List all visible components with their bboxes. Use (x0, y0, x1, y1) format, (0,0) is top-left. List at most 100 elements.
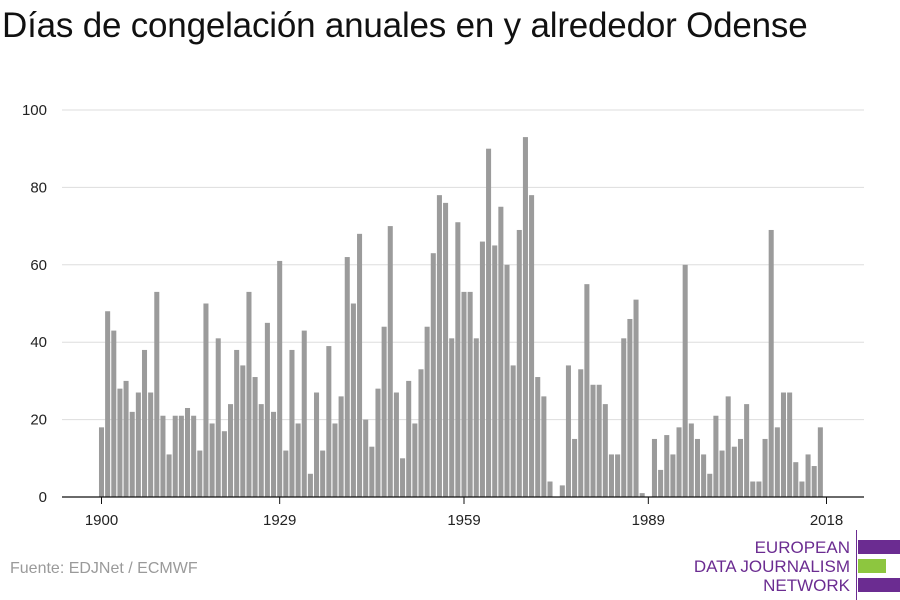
bar-1950 (406, 380, 412, 497)
bar-1978 (578, 369, 584, 497)
bar-1901 (105, 311, 111, 497)
bar-1963 (486, 148, 492, 497)
bar-1929 (277, 260, 283, 497)
bar-1926 (258, 404, 264, 497)
logo-line-1: EUROPEAN (754, 538, 850, 557)
bar-1976 (565, 365, 571, 497)
bar-1909 (154, 291, 160, 497)
bar-1924 (246, 291, 252, 497)
bar-1967 (510, 365, 516, 497)
bar-1980 (590, 384, 596, 497)
bar-1934 (307, 473, 313, 497)
source-note: Fuente: EDJNet / ECMWF (10, 560, 198, 577)
bar-1987 (633, 299, 639, 497)
y-tick-label: 40 (30, 334, 47, 351)
bar-1933 (301, 330, 307, 497)
bar-1911 (166, 454, 172, 497)
y-tick-label: 20 (30, 412, 47, 429)
chart-title: Días de congelación anuales en y alreded… (2, 6, 808, 45)
bar-1964 (492, 245, 498, 497)
bar-1960 (467, 291, 473, 497)
bar-1906 (135, 392, 141, 497)
bar-1957 (449, 338, 455, 497)
bar-1927 (264, 322, 270, 497)
bar-1977 (572, 438, 578, 497)
bar-1922 (234, 349, 240, 497)
bar-1948 (393, 392, 399, 497)
bar-1953 (424, 326, 430, 497)
bar-2016 (811, 466, 817, 497)
x-tick-label: 2018 (810, 512, 843, 529)
bar-2006 (750, 481, 756, 497)
bar-2009 (768, 229, 774, 497)
x-tick-label: 1900 (85, 512, 118, 529)
bar-2012 (787, 392, 793, 497)
bar-1998 (701, 454, 707, 497)
bar-1900 (98, 427, 105, 497)
bar-1946 (381, 326, 387, 497)
bar-1971 (535, 377, 541, 497)
bar-1986 (627, 318, 633, 497)
bar-1903 (117, 388, 123, 497)
bar-1949 (400, 458, 406, 497)
bar-1961 (473, 338, 479, 497)
axes: 0 20 40 60 80 100 1900 1929 1959 1989 2018 (22, 102, 864, 529)
bar-1942 (357, 233, 363, 497)
bar-1935 (314, 392, 320, 497)
bar-1939 (338, 396, 344, 497)
bar-1904 (123, 380, 129, 497)
bar-1995 (682, 264, 688, 497)
bar-1951 (412, 423, 418, 497)
y-tick-label: 60 (30, 257, 47, 274)
bar-2002 (725, 396, 731, 497)
logo-line-2: DATA JOURNALISM (693, 557, 850, 576)
bar-1962 (479, 241, 485, 497)
bar-1972 (541, 396, 547, 497)
bar-1914 (184, 407, 191, 497)
bar-1991 (658, 469, 664, 497)
logo-line-3: NETWORK (763, 576, 850, 595)
bar-1959 (461, 291, 467, 497)
bar-1905 (129, 411, 135, 497)
bar-1999 (707, 473, 713, 497)
bar-1994 (676, 427, 682, 497)
bar-1928 (271, 411, 277, 497)
bar-1912 (172, 415, 178, 497)
bar-1975 (559, 485, 565, 497)
bar-1916 (197, 450, 203, 497)
logo-divider (856, 530, 857, 600)
bar-1982 (602, 404, 608, 497)
bar-1915 (191, 415, 197, 497)
bar-1907 (141, 349, 148, 497)
bars (98, 137, 823, 498)
bar-1970 (529, 195, 535, 497)
bar-1969 (522, 137, 528, 497)
logo-bar-purple-1 (858, 540, 900, 554)
y-tick-label: 0 (39, 489, 47, 506)
bar-1990 (651, 438, 657, 497)
bar-1979 (584, 284, 590, 497)
bar-1913 (178, 415, 184, 497)
bar-1952 (418, 369, 424, 497)
bar-1930 (283, 450, 289, 497)
bar-1937 (326, 346, 332, 497)
x-tick-label: 1959 (447, 512, 480, 529)
bar-1921 (228, 404, 234, 497)
bar-1973 (547, 481, 553, 497)
bar-1992 (664, 435, 670, 497)
bar-1940 (344, 257, 350, 497)
bar-2010 (774, 427, 780, 497)
bar-2017 (817, 427, 823, 497)
y-tick-label: 80 (30, 179, 47, 196)
bar-1941 (350, 303, 356, 497)
bar-1931 (289, 349, 295, 497)
bar-2011 (780, 392, 787, 497)
bar-1917 (203, 303, 209, 497)
bar-1908 (148, 392, 154, 497)
bar-1925 (252, 377, 258, 497)
bar-1919 (215, 338, 221, 497)
bar-1902 (111, 330, 117, 497)
bar-1944 (369, 446, 375, 497)
bar-2013 (793, 462, 799, 497)
